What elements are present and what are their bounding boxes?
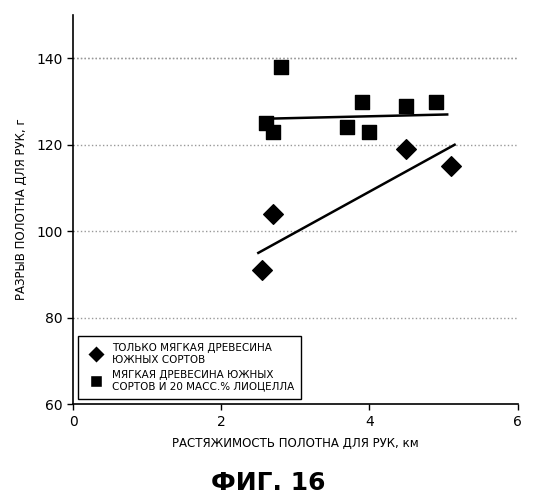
Point: [432, 98, 440, 106]
Point: [402, 145, 411, 153]
Point: [358, 98, 366, 106]
Point: [258, 266, 266, 274]
Point: [365, 128, 374, 136]
X-axis label: РАСТЯЖИМОСТЬ ПОЛОТНА ДЛЯ РУК, км: РАСТЯЖИМОСТЬ ПОЛОТНА ДЛЯ РУК, км: [172, 437, 419, 450]
Point: [269, 210, 278, 218]
Legend: ТОЛЬКО МЯГКАЯ ДРЕВЕСИНА
ЮЖНЫХ СОРТОВ, МЯГКАЯ ДРЕВЕСИНА ЮЖНЫХ
СОРТОВ И 20 МАСС.% : ТОЛЬКО МЯГКАЯ ДРЕВЕСИНА ЮЖНЫХ СОРТОВ, МЯ…: [78, 336, 301, 399]
Point: [343, 124, 352, 132]
Y-axis label: РАЗРЫВ ПОЛОТНА ДЛЯ РУК, г: РАЗРЫВ ПОЛОТНА ДЛЯ РУК, г: [15, 119, 28, 300]
Point: [447, 162, 455, 170]
Text: ФИГ. 16: ФИГ. 16: [211, 471, 326, 495]
Point: [262, 119, 270, 127]
Point: [276, 63, 285, 71]
Point: [269, 128, 278, 136]
Point: [402, 102, 411, 110]
